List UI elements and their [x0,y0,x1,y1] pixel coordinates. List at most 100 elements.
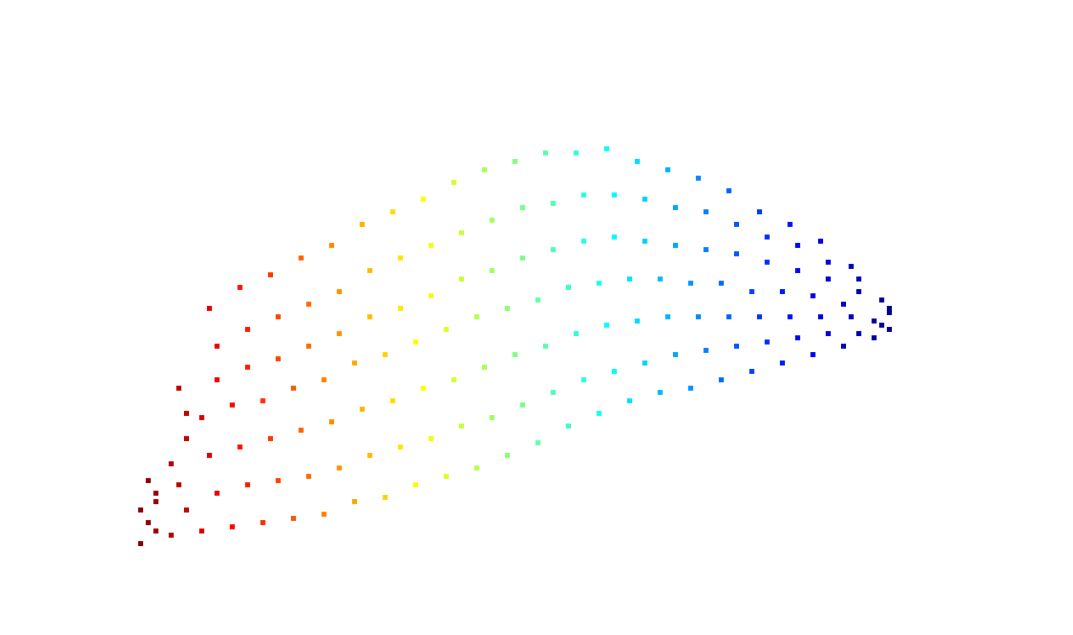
point [489,217,495,223]
point [367,452,373,458]
point [825,276,831,282]
point [512,352,518,358]
point [336,465,342,471]
point [581,192,587,198]
point [420,385,426,391]
point [627,398,633,404]
point [382,352,388,358]
point [275,356,281,362]
point [443,473,449,479]
point [306,343,312,349]
point [848,314,854,320]
point [703,209,709,215]
point [290,385,296,391]
point [367,314,373,320]
point [886,326,892,332]
point [841,343,847,349]
point [856,331,862,337]
point [573,331,579,337]
point [321,511,327,517]
point [214,343,220,349]
point [474,314,480,320]
point [665,314,671,320]
point [718,280,724,286]
point [206,452,212,458]
point [321,377,327,383]
point [726,314,732,320]
point [695,175,701,181]
point [176,482,182,488]
point [611,192,617,198]
point [459,276,465,282]
point [451,377,457,383]
point [183,410,189,416]
point [749,289,755,295]
point [879,297,885,303]
point [642,238,648,244]
point [695,314,701,320]
point [871,318,877,324]
point [581,377,587,383]
point [413,339,419,345]
point [565,423,571,429]
point [703,247,709,253]
point [657,276,663,282]
point [512,158,518,164]
point [871,335,877,341]
point [306,301,312,307]
point [672,352,678,358]
point [275,478,281,484]
point [825,331,831,337]
point [504,305,510,311]
point [153,528,159,534]
point [604,146,610,152]
point [665,167,671,173]
point [634,158,640,164]
point [550,200,556,206]
point [451,179,457,185]
point [397,444,403,450]
point [886,310,892,316]
point [848,263,854,269]
point [604,322,610,328]
point [420,196,426,202]
point [336,331,342,337]
point [183,436,189,442]
point [818,238,824,244]
point [390,209,396,215]
point [481,364,487,370]
point [145,520,151,526]
point [795,268,801,274]
point [718,377,724,383]
point [734,251,740,257]
point [290,515,296,521]
point [443,326,449,332]
point [520,255,526,261]
point [359,406,365,412]
point [795,242,801,248]
point [298,255,304,261]
point [779,289,785,295]
point [543,343,549,349]
point [260,520,266,526]
point [642,360,648,366]
point [206,305,212,311]
point [359,221,365,227]
point [428,293,434,299]
point [474,465,480,471]
point [168,532,174,538]
point [145,478,151,484]
point [138,541,144,547]
point [726,188,732,194]
point [596,410,602,416]
point [565,284,571,290]
point [611,368,617,374]
point [428,242,434,248]
point [199,528,205,534]
point [352,499,358,505]
point [672,242,678,248]
point [810,352,816,358]
point [688,385,694,391]
point [886,305,892,311]
